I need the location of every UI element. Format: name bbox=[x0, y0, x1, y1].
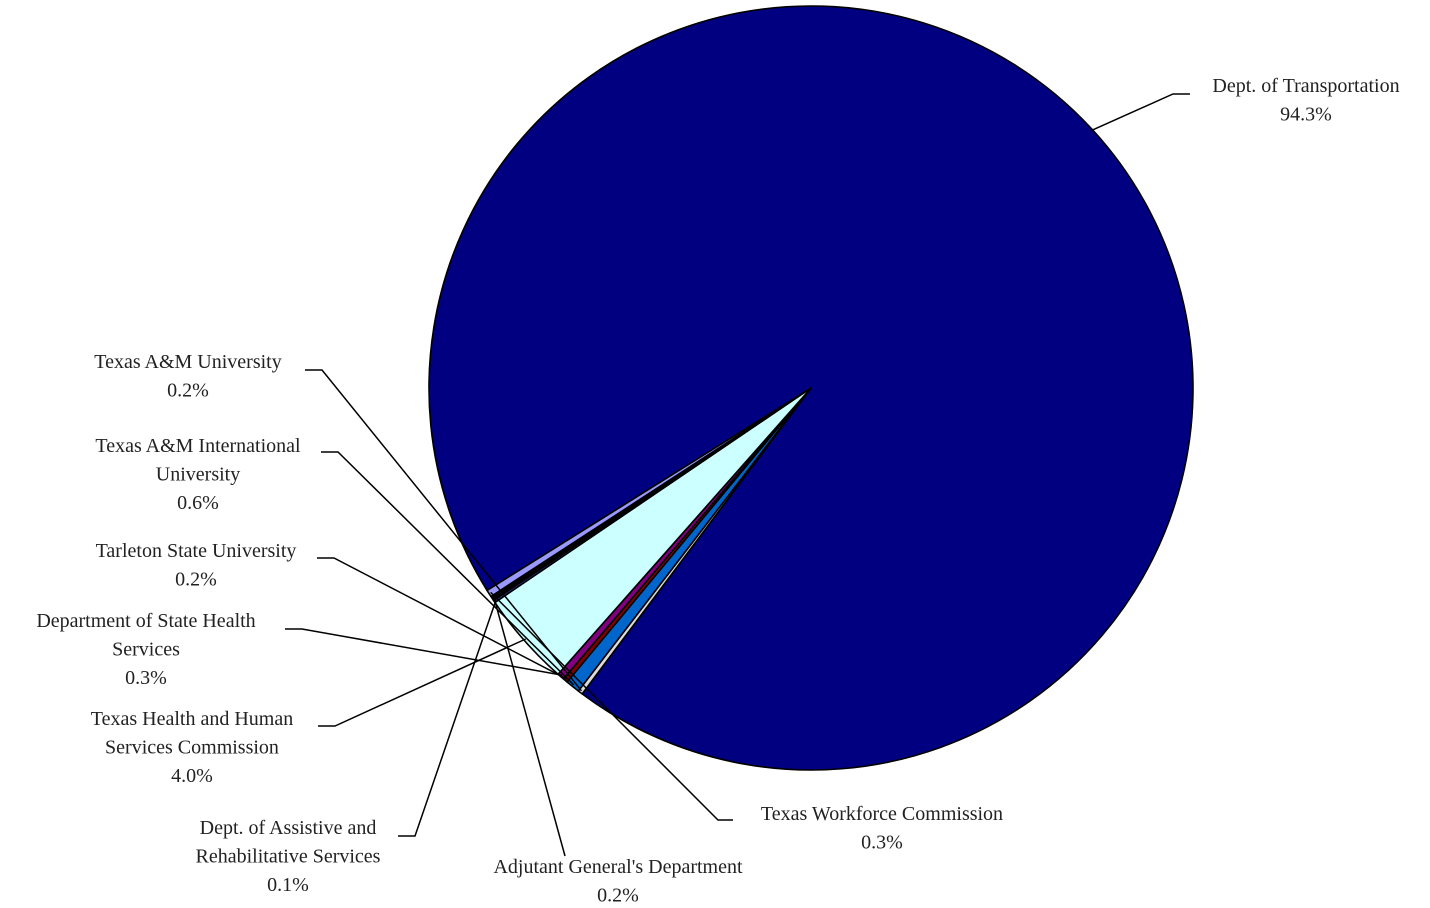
slice-name-label: Services Commission bbox=[105, 737, 279, 759]
leader-line-2 bbox=[305, 369, 583, 692]
slice-name-label: University bbox=[156, 464, 240, 486]
slice-name-label: Texas Workforce Commission bbox=[761, 803, 1003, 825]
leader-line-9 bbox=[490, 591, 733, 821]
slice-label-8: Adjutant General's Department 0.2% bbox=[493, 856, 743, 907]
slice-percent-label: 0.2% bbox=[175, 569, 217, 591]
slice-label-5: Department of State Health Services 0.3% bbox=[36, 610, 255, 689]
slice-label-4: Tarleton State University 0.2% bbox=[96, 540, 297, 591]
slice-percent-label: 0.2% bbox=[597, 885, 639, 907]
leader-line-4 bbox=[317, 557, 567, 680]
slice-percent-label: 0.6% bbox=[177, 492, 219, 514]
slice-percent-label: 0.3% bbox=[125, 667, 167, 689]
slice-label-3: Texas A&M International University 0.6% bbox=[95, 435, 301, 514]
leader-line-3 bbox=[321, 451, 575, 686]
slice-name-label: Tarleton State University bbox=[96, 540, 297, 562]
slice-name-label: Department of State Health bbox=[36, 610, 255, 632]
slice-name-label: Texas A&M University bbox=[94, 351, 281, 373]
slice-name-label: Dept. of Transportation bbox=[1212, 75, 1399, 97]
leader-line-7 bbox=[398, 600, 497, 837]
leader-line-6 bbox=[318, 638, 527, 727]
slice-label-9: Texas Workforce Commission 0.3% bbox=[761, 803, 1003, 854]
slice-percent-label: 0.3% bbox=[861, 832, 903, 854]
leader-lines bbox=[285, 93, 1190, 857]
slice-label-2: Texas A&M University 0.2% bbox=[94, 351, 281, 402]
slice-percent-label: 4.0% bbox=[171, 765, 213, 787]
slice-name-label: Adjutant General's Department bbox=[493, 856, 743, 878]
slice-labels: Dept. of Transportation 94.3% Texas A&M Un… bbox=[36, 75, 1399, 907]
slice-name-label: Rehabilitative Services bbox=[196, 846, 381, 868]
pie-slice-9 bbox=[486, 387, 812, 598]
slice-label-7: Dept. of Assistive and Rehabilitative Ser… bbox=[196, 817, 381, 896]
slice-name-label: Dept. of Assistive and bbox=[200, 817, 377, 839]
leader-line-8 bbox=[493, 597, 566, 857]
slice-name-label: Texas Health and Human bbox=[91, 708, 293, 730]
leader-line-1 bbox=[1090, 93, 1190, 132]
slice-percent-label: 0.1% bbox=[267, 874, 309, 896]
slice-percent-label: 0.2% bbox=[167, 380, 209, 402]
slice-label-6: Texas Health and Human Services Commissio… bbox=[91, 708, 293, 787]
slice-percent-label: 94.3% bbox=[1280, 104, 1332, 126]
slice-label-1: Dept. of Transportation 94.3% bbox=[1212, 75, 1399, 126]
pie-slices bbox=[428, 5, 1194, 771]
slice-name-label: Texas A&M International bbox=[95, 435, 301, 457]
slice-name-label: Services bbox=[112, 639, 180, 661]
